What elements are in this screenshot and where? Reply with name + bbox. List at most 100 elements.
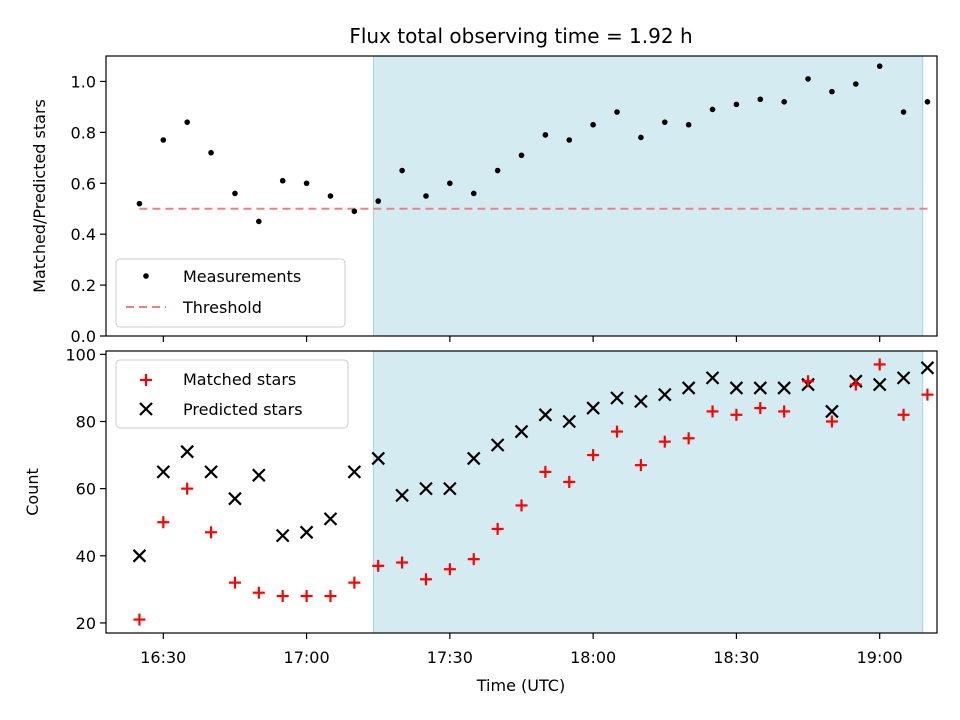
matched-point [611,425,624,438]
measurement-point [256,218,262,225]
measurement-point [829,88,835,95]
matched-point [802,375,815,388]
matched-point [443,563,456,576]
top-legend: Measurements Threshold [115,258,346,328]
measurement-point [805,76,811,82]
predicted-point [896,371,911,385]
bottom-y-tick-label: 60 [76,480,96,499]
measurement-point [685,121,692,128]
predicted-point [443,481,457,496]
top-y-axis-label: Matched/Predicted stars [30,99,49,293]
matched-point [300,590,313,603]
predicted-point [228,491,242,506]
predicted-point [275,528,290,543]
matched-point [396,556,409,569]
legend-matched-marker [140,374,152,386]
predicted-point [872,377,887,392]
bottom-x-tick-label: 17:30 [427,648,473,667]
top-plot-frame [105,55,938,337]
bottom-plot-frame [105,350,938,634]
bottom-x-tick-label: 19:00 [857,648,903,667]
legend-matched-label: Matched stars [183,370,296,389]
bottom-legend: Matched stars Predicted stars [115,359,349,429]
measurement-point [447,180,453,187]
matched-point [348,576,361,589]
measurement-point [566,137,573,143]
matched-point [467,553,480,566]
top-y-axis-ticks: 0.0 0.2 0.4 0.6 0.8 1.0 [71,72,106,346]
predicted-point [514,424,529,439]
measurement-point [423,193,429,199]
matched-point [324,590,337,603]
predicted-point [132,549,147,563]
bottom-x-tick-label: 16:30 [140,648,186,667]
measurement-point [614,109,620,115]
matched-point [228,576,241,589]
top-x-axis-ticks [162,336,881,342]
predicted-point [777,381,791,395]
predicted-point [180,444,194,459]
measurement-point [733,101,740,108]
measurement-point [876,63,883,69]
top-y-tick-label: 0.4 [71,225,96,244]
matched-point [133,613,146,626]
bottom-y-tick-label: 100 [65,345,96,364]
predicted-point [538,408,553,422]
matched-point [181,482,194,495]
predicted-point [610,391,624,405]
measurement-point [590,121,596,128]
measurement-point [781,99,787,105]
matched-point [682,432,695,445]
top-y-tick-label: 0.8 [71,123,96,142]
predicted-point [299,525,314,540]
bottom-x-axis-ticks: 16:30 17:00 17:30 18:00 18:30 19:00 [140,633,903,667]
top-observing-span [372,55,924,337]
matched-point [921,388,934,401]
predicted-point [657,387,672,402]
measurement-point [900,109,907,115]
top-legend-box [115,258,346,328]
predicted-point [371,451,386,466]
matched-point [849,378,862,391]
measurement-point [661,119,668,125]
top-y-tick-label: 1.0 [71,72,96,91]
bottom-panel: 20 40 60 80 100 16:30 17:00 17:30 18:00 18:30 19:… [23,345,938,695]
predicted-point [419,481,433,496]
count-points [132,358,935,626]
measurement-point [399,167,405,174]
matched-point [372,559,385,572]
measurement-point [160,137,167,143]
measurement-point [184,119,190,125]
matched-point [252,586,265,599]
matched-point [706,405,719,418]
measurement-points [136,63,931,225]
predicted-point [825,404,839,419]
measurement-point [327,193,334,199]
matched-point [634,459,647,472]
matched-point [730,408,743,421]
measurement-point [494,167,501,174]
matched-point [754,402,767,415]
measurement-point [232,190,238,197]
matched-point [539,465,552,478]
matched-point [205,526,218,539]
matched-point [515,499,528,512]
predicted-point [347,465,362,479]
matched-point [778,405,791,418]
bottom-x-tick-label: 18:30 [713,648,759,667]
bottom-y-tick-label: 40 [76,547,96,566]
predicted-point [753,381,768,395]
legend-threshold-label: Threshold [182,298,262,317]
bottom-y-axis-label: Count [23,468,42,516]
matched-point [587,449,600,462]
measurement-point [351,208,358,215]
bottom-x-axis-label: Time (UTC) [476,676,565,695]
legend-predicted-marker [139,402,153,416]
legend-predicted-label: Predicted stars [183,400,303,419]
measurement-point [136,200,143,207]
predicted-point [681,381,696,395]
top-y-tick-label: 0.6 [71,174,96,193]
bottom-x-tick-label: 17:00 [284,648,330,667]
matched-point [897,408,910,421]
